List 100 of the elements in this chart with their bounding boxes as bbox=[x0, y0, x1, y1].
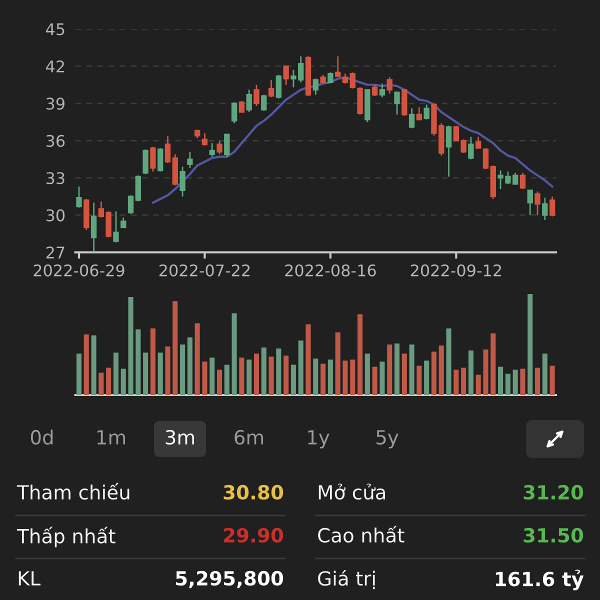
text: Cao nhất bbox=[318, 526, 404, 543]
candlestick bbox=[120, 216, 126, 228]
bar bbox=[202, 362, 208, 395]
line-series bbox=[152, 76, 554, 204]
bar bbox=[358, 314, 363, 395]
bar bbox=[158, 352, 163, 395]
text: 1m bbox=[97, 430, 126, 444]
bar bbox=[438, 346, 444, 395]
bar bbox=[402, 354, 407, 395]
candlestick bbox=[312, 78, 318, 96]
text: 5,295,800 bbox=[176, 570, 284, 588]
candlestick bbox=[379, 82, 386, 98]
candlestick bbox=[246, 89, 252, 113]
candlestick bbox=[424, 104, 430, 120]
bar bbox=[239, 358, 244, 395]
candlestick bbox=[187, 151, 193, 169]
bar bbox=[150, 328, 156, 395]
candlestick bbox=[386, 76, 392, 94]
bar bbox=[128, 297, 134, 395]
candlestick bbox=[276, 74, 282, 100]
bar bbox=[461, 368, 466, 395]
candlestick bbox=[328, 72, 334, 84]
candlestick bbox=[231, 102, 238, 124]
candlestick bbox=[164, 134, 171, 164]
bar bbox=[320, 364, 326, 395]
bar bbox=[216, 370, 222, 395]
bar bbox=[290, 364, 296, 395]
bar bbox=[512, 370, 518, 395]
y-tick-label: 30 bbox=[46, 209, 65, 222]
text: 31.20 bbox=[524, 484, 584, 500]
text: Tham chiếu bbox=[16, 482, 130, 500]
text: 30.80 bbox=[224, 484, 284, 500]
candlestick bbox=[76, 186, 82, 208]
bar bbox=[468, 350, 474, 395]
candlestick bbox=[468, 136, 474, 160]
bar bbox=[187, 337, 192, 395]
bar bbox=[424, 360, 430, 395]
candlestick bbox=[261, 94, 267, 112]
bar bbox=[387, 344, 392, 395]
candlestick bbox=[150, 146, 156, 172]
candlestick bbox=[549, 196, 556, 218]
candlestick bbox=[490, 164, 496, 200]
candlestick bbox=[238, 100, 245, 113]
bar bbox=[446, 328, 452, 395]
candlestick bbox=[254, 84, 260, 107]
text: 3m bbox=[166, 430, 194, 445]
candlestick bbox=[350, 72, 356, 90]
bar bbox=[431, 352, 436, 395]
bar bbox=[328, 360, 333, 395]
y-tick-label: 45 bbox=[46, 23, 64, 36]
x-tick-label: 2022-09-12 bbox=[410, 264, 501, 276]
bar bbox=[210, 358, 215, 395]
candlestick bbox=[224, 134, 230, 158]
candlestick bbox=[209, 142, 215, 158]
bar bbox=[254, 354, 259, 395]
bar bbox=[380, 362, 385, 395]
candlestick bbox=[520, 172, 526, 190]
candlestick bbox=[357, 86, 363, 116]
bar bbox=[120, 368, 126, 395]
bar bbox=[284, 356, 289, 395]
bar bbox=[476, 374, 481, 395]
text: Thấp nhất bbox=[16, 526, 116, 548]
bar bbox=[350, 360, 356, 395]
candlestick bbox=[527, 190, 533, 216]
candlestick bbox=[216, 140, 222, 155]
bar bbox=[180, 344, 186, 395]
candlestick bbox=[172, 154, 178, 186]
bar bbox=[84, 334, 89, 395]
bar bbox=[394, 343, 400, 395]
candlestick bbox=[372, 84, 378, 97]
y-tick-label: 33 bbox=[46, 172, 64, 184]
candlestick bbox=[334, 56, 341, 77]
x-tick-label: 2022-06-29 bbox=[34, 264, 124, 276]
bar bbox=[143, 352, 148, 395]
candlestick bbox=[90, 202, 97, 252]
candlestick bbox=[128, 194, 134, 215]
bar bbox=[454, 370, 459, 395]
bar bbox=[416, 366, 422, 395]
text: KL bbox=[18, 571, 40, 586]
candlestick bbox=[283, 66, 289, 86]
candlestick bbox=[342, 72, 348, 84]
bar bbox=[409, 344, 414, 395]
bar bbox=[136, 329, 141, 395]
text: 1y bbox=[308, 430, 330, 448]
x-tick-label: 2022-07-22 bbox=[159, 264, 250, 276]
candlestick bbox=[446, 125, 452, 178]
candlestick bbox=[84, 198, 90, 231]
y-tick-label: 42 bbox=[46, 60, 64, 72]
bar bbox=[268, 356, 274, 395]
bar bbox=[91, 335, 96, 395]
bar bbox=[372, 366, 378, 395]
candlestick bbox=[476, 136, 482, 149]
bar bbox=[165, 346, 170, 395]
bar bbox=[172, 301, 178, 395]
candlestick bbox=[180, 166, 186, 198]
candlestick bbox=[113, 210, 119, 244]
candlestick bbox=[194, 128, 200, 139]
candlestick bbox=[402, 89, 408, 117]
candlestick bbox=[542, 197, 548, 221]
y-tick-label: 39 bbox=[46, 98, 64, 110]
